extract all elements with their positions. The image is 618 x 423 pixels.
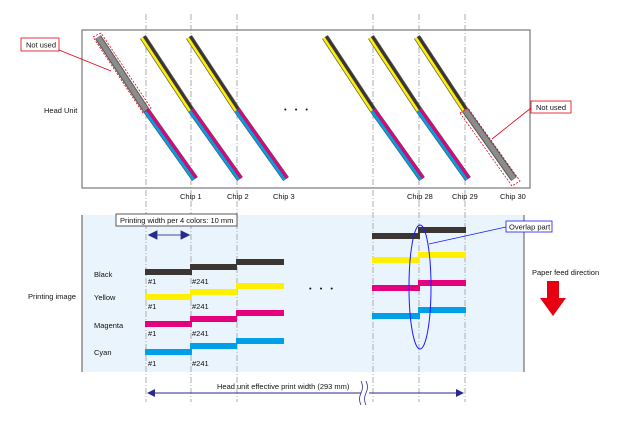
nozzle-label: #1 [148, 329, 156, 338]
printing-image-panel [82, 215, 524, 372]
overlap-box [505, 220, 553, 233]
bar-cyan [236, 338, 284, 344]
chip-upper-yk [189, 35, 240, 110]
bar-yellow [418, 252, 466, 258]
print-ellipsis: • • • [309, 284, 336, 293]
chip-lower-cm-outline [188, 107, 243, 182]
chip-upper-yk [143, 35, 194, 110]
bar-yellow [190, 289, 237, 295]
chip-label: Chip 28 [407, 192, 433, 201]
nozzle-label: #241 [192, 302, 209, 311]
chip-upper-yk [140, 37, 191, 112]
chip-upper-yk [186, 37, 237, 112]
chip-upper-yk [368, 37, 419, 112]
chip-label: Chip 2 [227, 192, 249, 201]
chip-lower-cm-outline [143, 107, 198, 182]
row-label-cyan: Cyan [94, 348, 112, 357]
bar-yellow [145, 294, 192, 300]
chip-lower-cm [237, 108, 289, 179]
bar-cyan [372, 313, 420, 319]
not-used-box-right [530, 100, 572, 114]
chip-label: Chip 1 [180, 192, 202, 201]
bar-magenta [145, 321, 192, 327]
head-unit-label: Head Unit [44, 106, 78, 115]
nozzle-label: #1 [148, 277, 156, 286]
row-label-magenta: Magenta [94, 321, 124, 330]
head-chips [95, 35, 517, 182]
not-used-highlight-right [459, 107, 521, 187]
print-width-note-box [115, 213, 238, 227]
overlap-leader [428, 226, 507, 245]
bar-yellow [236, 283, 284, 289]
not-used-label-left: Not used [26, 41, 56, 50]
row-label-black: Black [94, 270, 113, 279]
chip-lower-cm [416, 110, 468, 181]
not-used-leader-left [58, 49, 112, 72]
chip-upper-yk-outline [186, 35, 240, 112]
bar-black [372, 233, 420, 239]
break-mark-icon [359, 380, 368, 406]
overlap-label: Overlap part [509, 223, 551, 232]
chip-upper-yk [325, 35, 376, 110]
effective-width-label: Head unit effective print width (293 mm) [217, 382, 350, 391]
not-used-leader-right [491, 107, 532, 140]
overlap-ellipse [408, 224, 432, 350]
chip-upper-yk [417, 35, 468, 110]
chip-upper-yk [414, 37, 465, 112]
nozzle-label: #241 [192, 329, 209, 338]
chip-lower-cm-outline [370, 107, 425, 182]
bar-magenta [236, 310, 284, 316]
chip-upper-yk-outline [414, 35, 468, 112]
chip-label: Chip 3 [273, 192, 295, 201]
chip-lower-cm [188, 110, 240, 181]
chip-lower-cm [370, 110, 422, 181]
chip-unused [462, 108, 517, 181]
print-width-note: Printing width per 4 colors: 10 mm [120, 216, 233, 225]
not-used-label-right: Not used [536, 103, 566, 112]
head-ellipsis: • • • [284, 105, 311, 114]
paper-feed-arrow-icon [540, 281, 566, 316]
chip-label: Chip 29 [452, 192, 478, 201]
chip-upper-yk [371, 35, 422, 110]
nozzle-label: #1 [148, 359, 156, 368]
chip-upper-yk-outline [140, 35, 194, 112]
chip-lower-cm [373, 108, 425, 179]
bar-black [418, 227, 466, 233]
bar-magenta [190, 316, 237, 322]
bar-cyan [190, 343, 237, 349]
chip-lower-cm [146, 108, 198, 179]
bar-cyan [418, 307, 466, 313]
print-bars [145, 227, 466, 355]
bar-yellow [372, 257, 420, 263]
printing-image-label: Printing image [28, 292, 76, 301]
paper-feed-label: Paper feed direction [532, 268, 599, 277]
chip-lower-cm [191, 108, 243, 179]
chip-upper-yk [322, 37, 373, 112]
bar-magenta [372, 285, 420, 291]
nozzle-label: #241 [192, 277, 209, 286]
bar-black [190, 264, 237, 270]
not-used-highlight-left [92, 32, 152, 114]
chip-unused [95, 35, 149, 112]
chip-lower-cm-outline [416, 107, 471, 182]
bar-black [145, 269, 192, 275]
not-used-box-left [20, 37, 60, 52]
chip-upper-yk-outline [322, 35, 376, 112]
chip-lower-cm [143, 110, 195, 181]
chip-boundary-guides [145, 14, 466, 402]
row-label-yellow: Yellow [94, 293, 116, 302]
bar-black [236, 259, 284, 265]
nozzle-label: #1 [148, 302, 156, 311]
chip-lower-cm [234, 110, 286, 181]
bar-cyan [145, 349, 192, 355]
chip-lower-cm-outline [234, 107, 289, 182]
chip-label: Chip 30 [500, 192, 526, 201]
chip-upper-yk-outline [368, 35, 422, 112]
chip-lower-cm [419, 108, 471, 179]
nozzle-label: #241 [192, 359, 209, 368]
bar-magenta [418, 280, 466, 286]
